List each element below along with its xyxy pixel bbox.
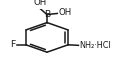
- Text: F: F: [10, 40, 16, 49]
- Text: OH: OH: [34, 0, 47, 7]
- Text: B: B: [44, 10, 50, 19]
- Text: OH: OH: [58, 8, 72, 17]
- Text: NH₂·HCl: NH₂·HCl: [79, 41, 111, 50]
